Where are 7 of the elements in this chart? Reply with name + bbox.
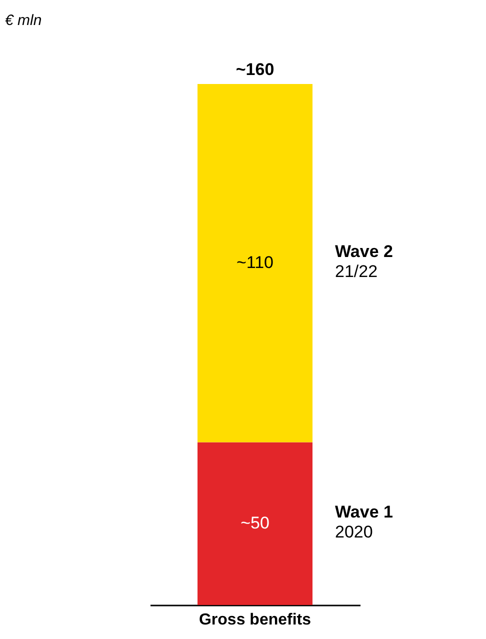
- total-label: ~160: [236, 60, 274, 79]
- text: Wave 2 21/22: [335, 242, 393, 282]
- text: € mln: [5, 12, 42, 29]
- text: Wave 1 2020: [335, 502, 393, 542]
- data-label: ~50: [240, 514, 270, 533]
- x-tick-label: Gross benefits: [198, 612, 312, 628]
- data-label: ~110: [236, 253, 274, 272]
